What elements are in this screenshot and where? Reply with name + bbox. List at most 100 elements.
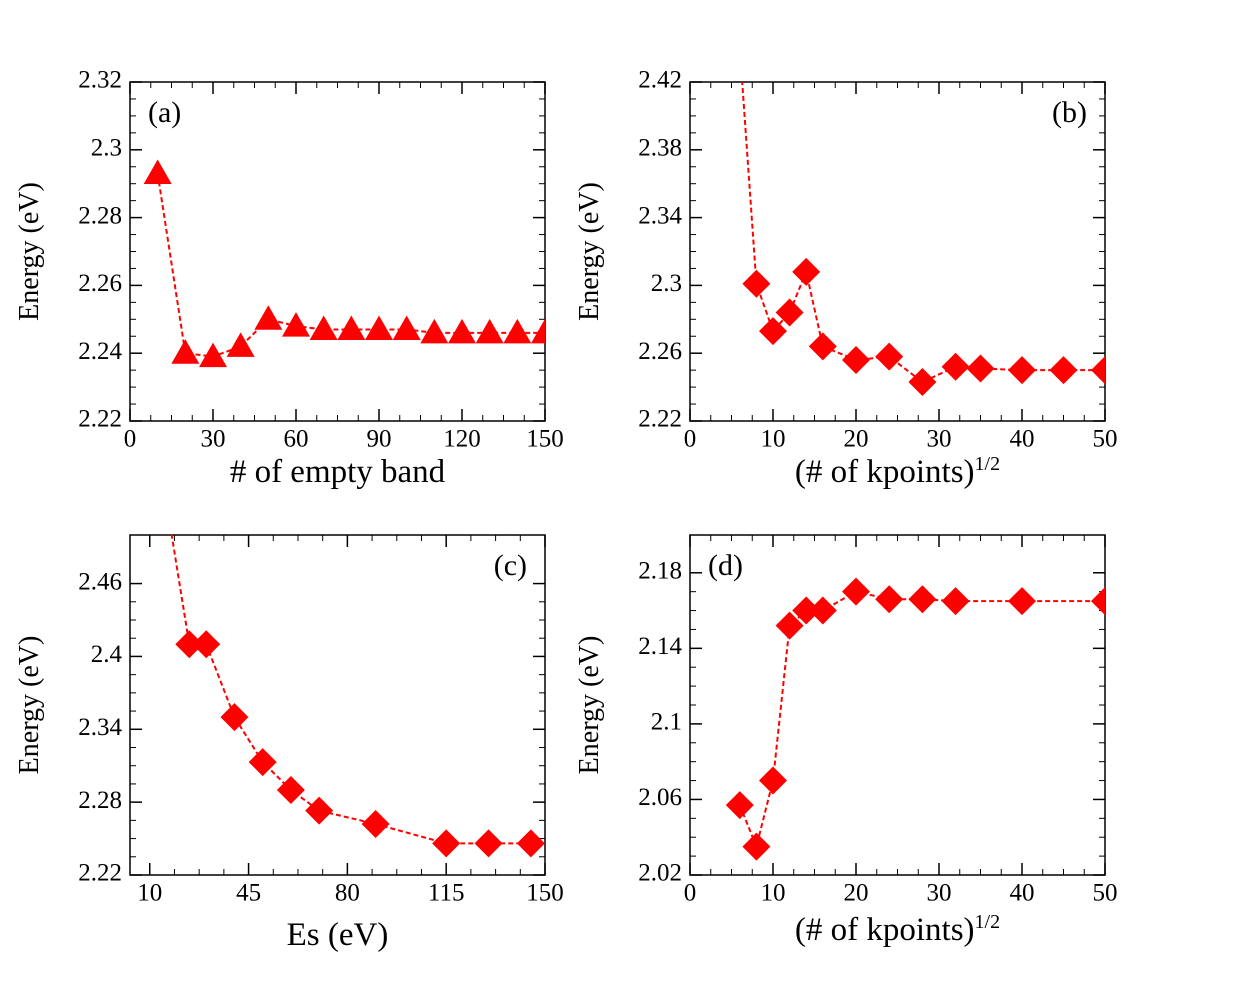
- y-tick-label: 2.06: [638, 784, 682, 811]
- x-tick-label: 80: [335, 880, 360, 907]
- x-tick-label: 20: [844, 880, 869, 907]
- panel: 10 45 80 115 150 2.22 2.28 2.34 2.4 2.46 Es (eV) En…: [14, 534, 564, 953]
- marker: [361, 810, 390, 838]
- marker: [516, 829, 545, 858]
- y-tick-label: 2.18: [638, 558, 682, 585]
- plot-frame: [129, 81, 546, 422]
- x-tick-label: 0: [124, 426, 137, 453]
- line: [741, 82, 1105, 384]
- marker: [726, 34, 754, 62]
- x-tick-label: 10: [137, 880, 162, 907]
- marker: [448, 318, 476, 344]
- marker: [282, 312, 310, 337]
- marker: [254, 305, 283, 330]
- x-tick-label: 30: [927, 880, 952, 907]
- x-tick-label: 120: [443, 426, 481, 453]
- x-tick-label: 20: [844, 426, 869, 453]
- x-axis-label-sup: 1/2: [975, 911, 1001, 933]
- marker: [966, 354, 995, 383]
- data: [726, 34, 1105, 397]
- y-tick-label: 2.22: [78, 406, 122, 433]
- y-tick-label: 2.32: [78, 67, 122, 94]
- marker: [475, 318, 504, 344]
- marker: [742, 269, 771, 298]
- y-tick-label: 2.1: [651, 709, 682, 736]
- panel-label: (b): [1052, 96, 1087, 129]
- panel: 0 30 60 90 120 150 2.22 2.24 2.26 2.28 2.3 2.32 # of…: [14, 67, 564, 490]
- x-tick-label: 50: [1093, 426, 1118, 453]
- data: [725, 577, 1105, 861]
- marker: [192, 630, 221, 659]
- marker: [276, 776, 305, 804]
- x-tick-label: 150: [526, 426, 564, 453]
- marker: [248, 748, 277, 777]
- y-tick-label: 2.38: [638, 135, 682, 162]
- marker: [842, 577, 870, 606]
- y-axis-label: Energy (eV): [14, 636, 45, 775]
- marker: [775, 611, 804, 640]
- panel-label: (a): [148, 96, 181, 129]
- x-tick-label: 0: [684, 426, 697, 453]
- marker: [725, 791, 754, 820]
- marker: [1008, 356, 1036, 385]
- y-axis-label: Energy (eV): [14, 182, 45, 321]
- marker: [226, 332, 255, 357]
- marker: [392, 315, 421, 340]
- marker: [143, 159, 172, 185]
- x-axis-label: (# of kpoints)1/2: [795, 911, 1000, 948]
- x-tick-label: 0: [684, 880, 697, 907]
- marker: [759, 766, 787, 795]
- marker: [875, 342, 904, 371]
- y-tick-label: 2.22: [638, 406, 682, 433]
- marker: [941, 587, 970, 616]
- y-tick-label: 2.02: [638, 860, 682, 887]
- panel: 0 10 20 30 40 50 2.02 2.06 2.1 2.14 2.18 (# of kpoi…: [574, 534, 1118, 948]
- marker: [908, 585, 937, 614]
- marker: [220, 703, 249, 732]
- marker: [842, 345, 870, 374]
- x-axis-label: # of empty band: [230, 454, 446, 490]
- y-axis-label: Energy (eV): [574, 182, 605, 321]
- marker: [365, 315, 393, 340]
- y-tick-label: 2.24: [78, 338, 122, 365]
- x-tick-label: 45: [236, 880, 261, 907]
- y-tick-label: 2.34: [638, 202, 682, 229]
- x-axis-label: Es (eV): [287, 917, 389, 953]
- x-tick-label: 60: [284, 426, 309, 453]
- marker: [305, 796, 334, 825]
- y-tick-label: 2.42: [638, 67, 682, 94]
- marker: [420, 318, 449, 344]
- panel: 0 10 20 30 40 50 2.22 2.26 2.3 2.34 2.38 2.42 (# of …: [574, 34, 1118, 490]
- x-tick-label: 10: [761, 880, 786, 907]
- marker: [941, 352, 970, 381]
- x-tick-label: 150: [526, 880, 564, 907]
- marker: [337, 315, 366, 340]
- marker: [742, 832, 771, 861]
- marker: [432, 829, 461, 858]
- y-tick-label: 2.26: [638, 338, 682, 365]
- marker: [792, 257, 821, 286]
- x-axis-label-main: (# of kpoints): [795, 912, 975, 948]
- data: [143, 159, 545, 368]
- x-axis-label-main: # of empty band: [230, 454, 446, 490]
- marker: [531, 318, 545, 344]
- marker: [175, 630, 204, 659]
- marker: [474, 829, 503, 858]
- data: [170, 535, 545, 858]
- y-tick-label: 2.4: [91, 641, 123, 668]
- y-tick-label: 2.14: [638, 633, 682, 660]
- marker: [1091, 587, 1105, 616]
- plot-frame: [689, 81, 1106, 422]
- x-axis-label: (# of kpoints)1/2: [795, 453, 1000, 490]
- plot-frame: [689, 534, 1106, 876]
- x-tick-label: 30: [201, 426, 226, 453]
- panel-label: (c): [494, 549, 527, 582]
- x-tick-label: 90: [367, 426, 392, 453]
- y-tick-label: 2.28: [78, 202, 122, 229]
- y-tick-label: 2.26: [78, 270, 122, 297]
- y-tick-label: 2.34: [78, 714, 122, 741]
- marker: [503, 318, 532, 344]
- marker: [1091, 356, 1105, 385]
- marker: [1049, 356, 1078, 385]
